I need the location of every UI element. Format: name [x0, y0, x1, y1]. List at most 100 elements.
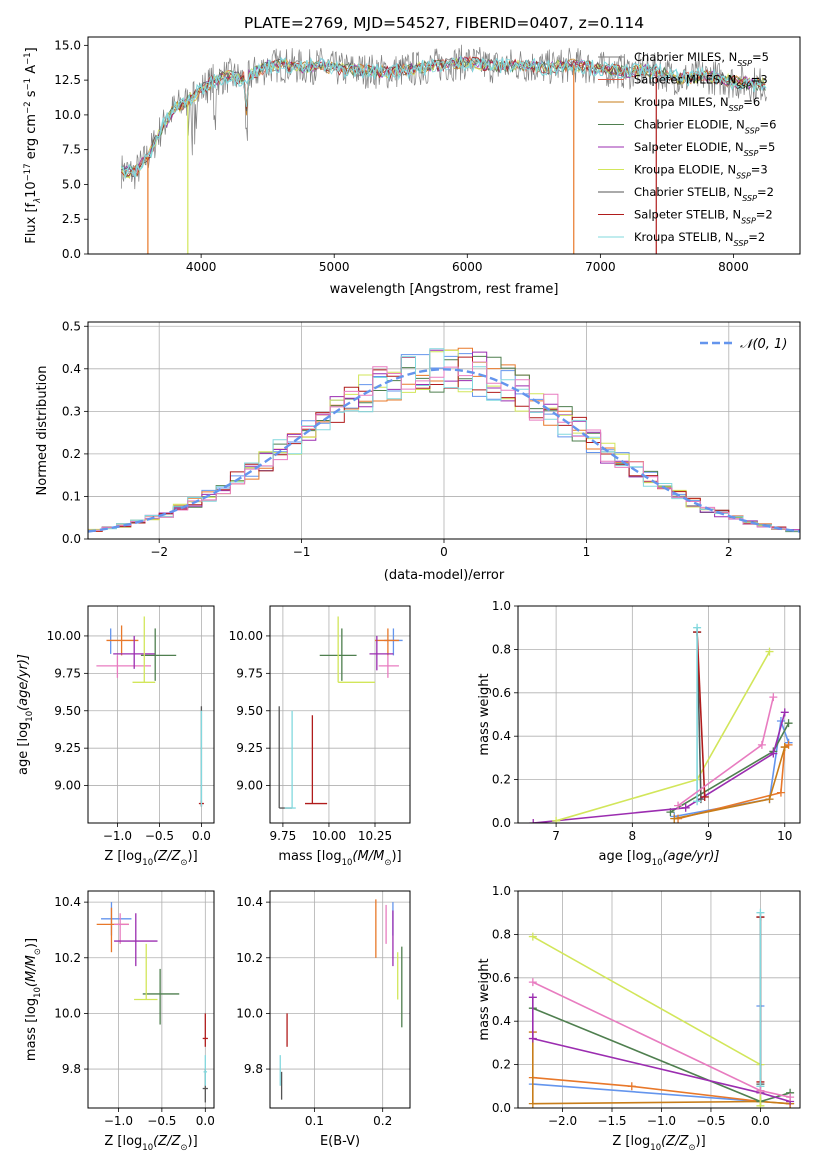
x-axis-label: age [log10(age/yr)] [599, 849, 720, 868]
plus-marker [700, 792, 709, 801]
y-tick-label: 9.50 [54, 704, 81, 718]
x-tick-label: −0.5 [145, 829, 174, 843]
y-tick-label: 0.6 [492, 686, 511, 700]
plot-area [96, 902, 208, 1103]
label-fragment: ⊙ [180, 858, 187, 868]
legend-label-tail: =2 [757, 185, 774, 199]
label-fragment: (M/M [352, 849, 384, 864]
plus-marker [528, 978, 537, 987]
mass-weight-line [532, 1032, 791, 1105]
label-fragment: −17 [23, 163, 33, 181]
label-fragment: age [log [599, 849, 652, 864]
y-axis-label-group: Flux [fλ10−17 erg cm−2 s−1 A−1] [23, 47, 43, 243]
x-axis-label: mass [log10(M/M⊙)] [278, 849, 401, 868]
mass-weight-line [696, 631, 706, 798]
y-tick-label: 0.2 [492, 1058, 511, 1072]
legend-label-tail: =5 [758, 140, 775, 154]
y-axis-label-group: Normed distribution [35, 366, 50, 496]
label-fragment: Z [log [104, 1134, 142, 1149]
x-tick-label: 1 [583, 545, 591, 559]
y-tick-label: 1.0 [492, 599, 511, 613]
y-tick-label: 2.5 [62, 212, 81, 226]
x-tick-label: 0.0 [751, 1114, 770, 1128]
legend-label-text: Kroupa MILES, N [634, 95, 729, 109]
plus-marker [670, 814, 679, 823]
plus-marker [780, 708, 789, 717]
x-axis-label: Z [log10(Z/Z⊙)] [104, 1134, 197, 1153]
plus-marker [769, 693, 778, 702]
label-fragment: )] [696, 1134, 706, 1149]
legend-label-text: Salpeter ELODIE, N [634, 140, 744, 154]
plus-marker [528, 1034, 537, 1043]
x-tick-label: 0.1 [305, 1114, 324, 1128]
y-tick-label: 0.2 [492, 773, 511, 787]
x-tick-label: −1.0 [647, 1114, 676, 1128]
plus-marker [693, 797, 702, 806]
legend-label-sub: SSP [744, 149, 759, 158]
legend-label-sub: SSP [734, 239, 749, 248]
label-fragment: −1 [23, 78, 33, 91]
plus-marker [780, 743, 789, 752]
spectrum-model-line [121, 55, 767, 180]
label-fragment: (age/yr)] [16, 654, 31, 711]
y-tick-label: 0.5 [62, 319, 81, 333]
x-tick-label: −2 [150, 545, 168, 559]
y-tick-label: 0.0 [62, 532, 81, 546]
axes-frame [517, 605, 801, 824]
x-axis-label: Z [log10(Z/Z⊙)] [104, 849, 197, 868]
plus-marker [528, 1099, 537, 1108]
x-tick-label: 2 [725, 545, 733, 559]
residual-histogram-panel: −2 −1 0 1 2 0.0 0.1 0.2 0.3 0.4 0.5 Normed distribu… [35, 319, 801, 583]
plot-area [279, 899, 403, 1100]
label-fragment: )] [391, 849, 401, 864]
x-tick-label: −0.5 [696, 1114, 725, 1128]
legend-label-text: Chabrier MILES, N [634, 50, 737, 64]
x-axis-label: Z [log10(Z/Z⊙)] [612, 1134, 705, 1153]
label-fragment: −1 [23, 52, 33, 65]
y-tick-label: 12.5 [54, 73, 81, 87]
legend-label-sub: SSP [741, 216, 756, 225]
legend-label-text: Kroupa STELIB, N [634, 230, 734, 244]
label-fragment: 10 [342, 858, 353, 868]
mass-vs-extinction-panel: 0.1 0.2 9.8 10.0 10.2 10.4 E(B-V) [236, 890, 411, 1149]
y-tick-label: 0.8 [492, 927, 511, 941]
y-tick-label: 10.00 [47, 629, 81, 643]
y-tick-label: 0.1 [62, 489, 81, 503]
label-fragment: ⊙ [384, 858, 391, 868]
plus-marker [674, 801, 683, 810]
x-tick-label: 5000 [319, 260, 350, 274]
y-tick-label: 7.5 [62, 143, 81, 157]
label-fragment: A [24, 65, 39, 78]
label-fragment: Z [log [104, 849, 142, 864]
x-axis-label: (data-model)/error [384, 568, 505, 583]
x-tick-label: −1 [293, 545, 311, 559]
y-tick-label: 10.4 [236, 895, 263, 909]
y-tick-label: 0.4 [62, 362, 81, 376]
label-fragment: ] [24, 47, 39, 52]
y-tick-label: 9.25 [236, 741, 263, 755]
x-tick-label: 10 [777, 829, 792, 843]
plus-marker [776, 788, 785, 797]
legend-label-tail: =6 [760, 118, 777, 132]
x-axis-label: wavelength [Angstrom, rest frame] [330, 282, 559, 297]
label-fragment: (Z/Z [661, 1134, 689, 1149]
x-tick-label: 0 [440, 545, 448, 559]
legend-label: Chabrier STELIB, NSSP=2 [634, 185, 774, 203]
x-tick-label: 8000 [718, 260, 749, 274]
label-fragment: 10 [650, 1143, 661, 1153]
legend-label-text: Chabrier STELIB, N [634, 185, 742, 199]
x-tick-label: −1.0 [104, 1114, 133, 1128]
x-tick-label: 10.00 [312, 829, 346, 843]
legend-label-sub: SSP [737, 59, 752, 68]
x-tick-label: 10.25 [358, 829, 392, 843]
legend-label-tail: =3 [751, 163, 768, 177]
y-tick-label: 10.00 [229, 629, 263, 643]
legend-label-sub: SSP [736, 171, 751, 180]
y-tick-label: 9.50 [236, 704, 263, 718]
y-tick-label: 9.00 [54, 779, 81, 793]
x-tick-label: 7000 [585, 260, 616, 274]
y-tick-label: 9.25 [54, 741, 81, 755]
plot-area [120, 44, 767, 254]
